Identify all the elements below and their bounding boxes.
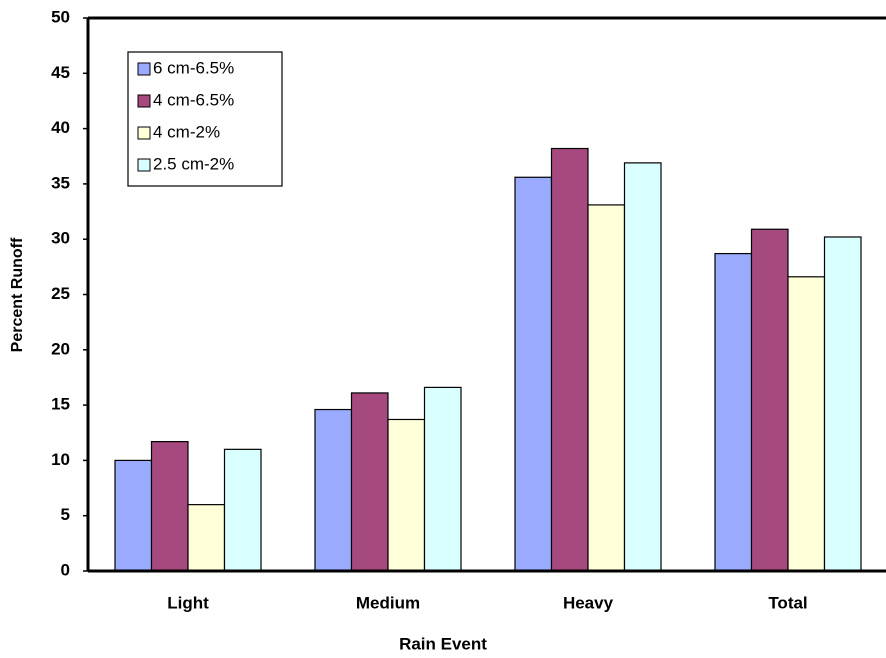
- x-tick-label: Heavy: [563, 593, 614, 612]
- legend-label: 2.5 cm-2%: [153, 154, 234, 173]
- legend-label: 4 cm-6.5%: [153, 90, 234, 109]
- legend-swatch: [137, 94, 151, 108]
- bar: [750, 228, 789, 572]
- bar: [114, 459, 153, 572]
- bar: [314, 408, 353, 572]
- y-axis-label: Percent Runoff: [9, 237, 26, 352]
- bar: [714, 252, 753, 572]
- legend-label: 4 cm-2%: [153, 122, 220, 141]
- bar: [350, 392, 389, 572]
- bar: [787, 276, 826, 572]
- x-tick-label: Medium: [356, 593, 420, 612]
- bar: [187, 504, 226, 572]
- x-axis-label: Rain Event: [399, 634, 487, 653]
- y-tick-label: 5: [61, 505, 70, 524]
- y-tick-label: 10: [51, 450, 70, 469]
- bar: [823, 236, 862, 572]
- x-tick-label: Light: [167, 593, 209, 612]
- bar: [623, 162, 662, 572]
- y-tick-label: 35: [51, 173, 70, 192]
- legend-swatch: [137, 126, 151, 140]
- y-tick-label: 50: [51, 7, 70, 26]
- bar: [587, 204, 626, 572]
- y-tick-label: 20: [51, 339, 70, 358]
- legend-swatch: [137, 158, 151, 172]
- bar: [223, 448, 262, 572]
- y-tick-label: 15: [51, 395, 70, 414]
- y-tick-label: 0: [61, 560, 70, 579]
- bar: [550, 147, 589, 572]
- y-tick-label: 45: [51, 63, 70, 82]
- bar: [514, 176, 553, 572]
- bar: [150, 440, 189, 572]
- bar: [423, 386, 462, 572]
- x-tick-label: Total: [768, 593, 807, 612]
- legend-box: [127, 51, 283, 187]
- y-tick-label: 25: [51, 284, 70, 303]
- y-tick-label: 30: [51, 229, 70, 248]
- bar: [387, 418, 426, 572]
- legend-swatch: [137, 62, 151, 76]
- legend-label: 6 cm-6.5%: [153, 58, 234, 77]
- y-tick-label: 40: [51, 118, 70, 137]
